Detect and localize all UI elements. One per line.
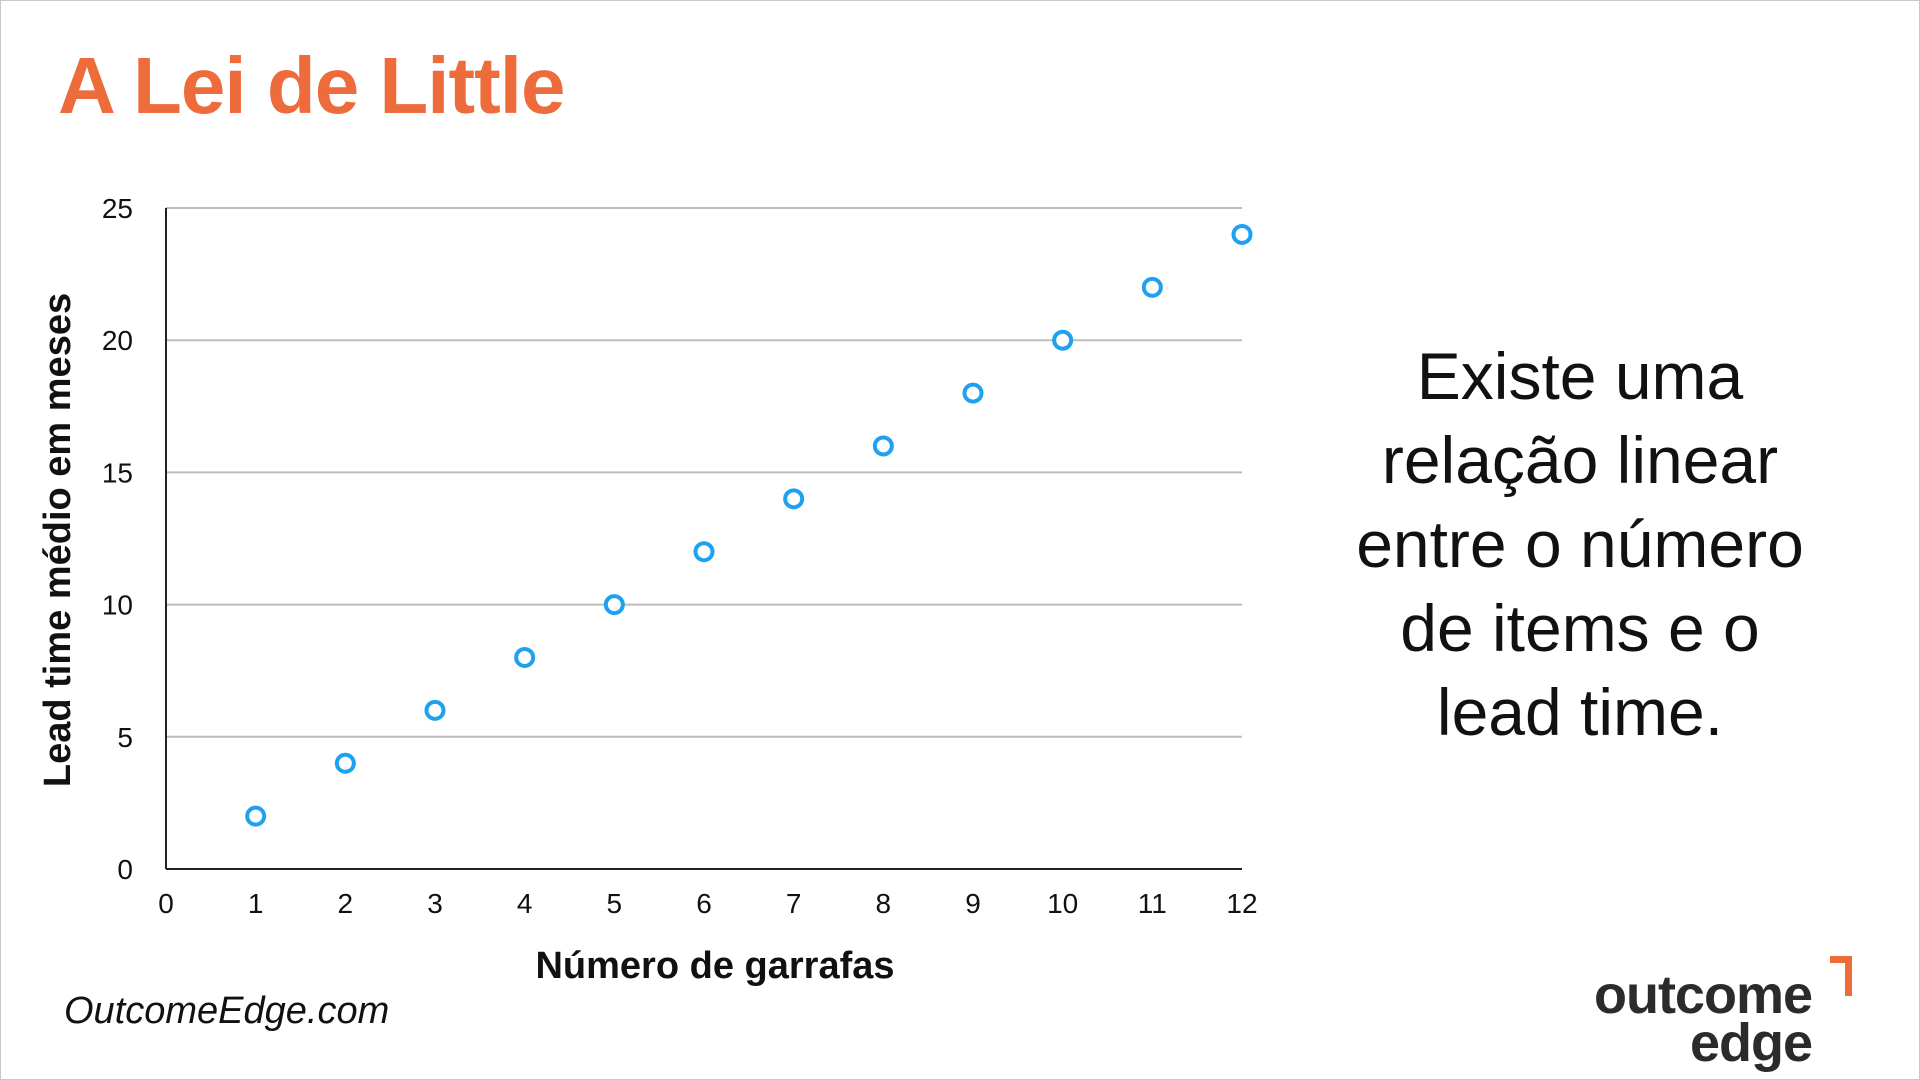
- side-text-line: Existe uma: [1416, 339, 1744, 413]
- x-tick-label: 11: [1138, 888, 1167, 919]
- x-tick-label: 1: [248, 888, 264, 919]
- footer-url: OutcomeEdge.com: [64, 990, 390, 1032]
- y-tick-label: 10: [102, 590, 133, 621]
- side-text: Existe uma relação linear entre o número…: [1310, 334, 1850, 754]
- logo-corner-bracket-icon: [1830, 956, 1852, 996]
- y-axis-title: Lead time médio em meses: [37, 293, 79, 787]
- x-tick-label: 8: [876, 888, 892, 919]
- data-point: [872, 435, 894, 457]
- data-point: [514, 646, 536, 668]
- side-text-line: de items e o: [1400, 591, 1760, 665]
- y-tick-label: 15: [102, 457, 133, 488]
- x-tick-label: 0: [158, 888, 174, 919]
- data-point: [603, 594, 625, 616]
- x-tick-label: 4: [517, 888, 533, 919]
- logo-word-outcome: outcome: [1593, 965, 1813, 1025]
- y-tick-label: 0: [117, 854, 133, 885]
- x-axis-title: Número de garrafas: [535, 945, 894, 987]
- side-text-line: lead time.: [1436, 675, 1724, 749]
- x-tick-label: 3: [427, 888, 443, 919]
- x-tick-label: 6: [696, 888, 712, 919]
- data-point: [693, 541, 715, 563]
- outcome-edge-logo: outcome edge: [1593, 950, 1856, 1073]
- data-point: [334, 752, 356, 774]
- side-text-line: relação linear: [1381, 423, 1779, 497]
- data-point: [245, 805, 267, 827]
- x-tick-label: 2: [338, 888, 354, 919]
- x-tick-label: 12: [1226, 888, 1257, 919]
- y-tick-label: 20: [102, 325, 133, 356]
- x-tick-label: 5: [607, 888, 623, 919]
- data-point: [962, 382, 984, 404]
- slide-title: A Lei de Little: [58, 41, 566, 130]
- y-tick-label: 25: [102, 193, 133, 224]
- logo-word-edge: edge: [1689, 1013, 1813, 1073]
- side-text-line: entre o número: [1356, 507, 1804, 581]
- data-point: [783, 488, 805, 510]
- data-point: [424, 699, 446, 721]
- x-tick-label: 9: [965, 888, 981, 919]
- data-point: [1231, 223, 1253, 245]
- y-tick-label: 5: [117, 722, 133, 753]
- x-tick-label: 10: [1047, 888, 1078, 919]
- data-point: [1141, 276, 1163, 298]
- x-tick-label: 7: [786, 888, 802, 919]
- data-point: [1052, 329, 1074, 351]
